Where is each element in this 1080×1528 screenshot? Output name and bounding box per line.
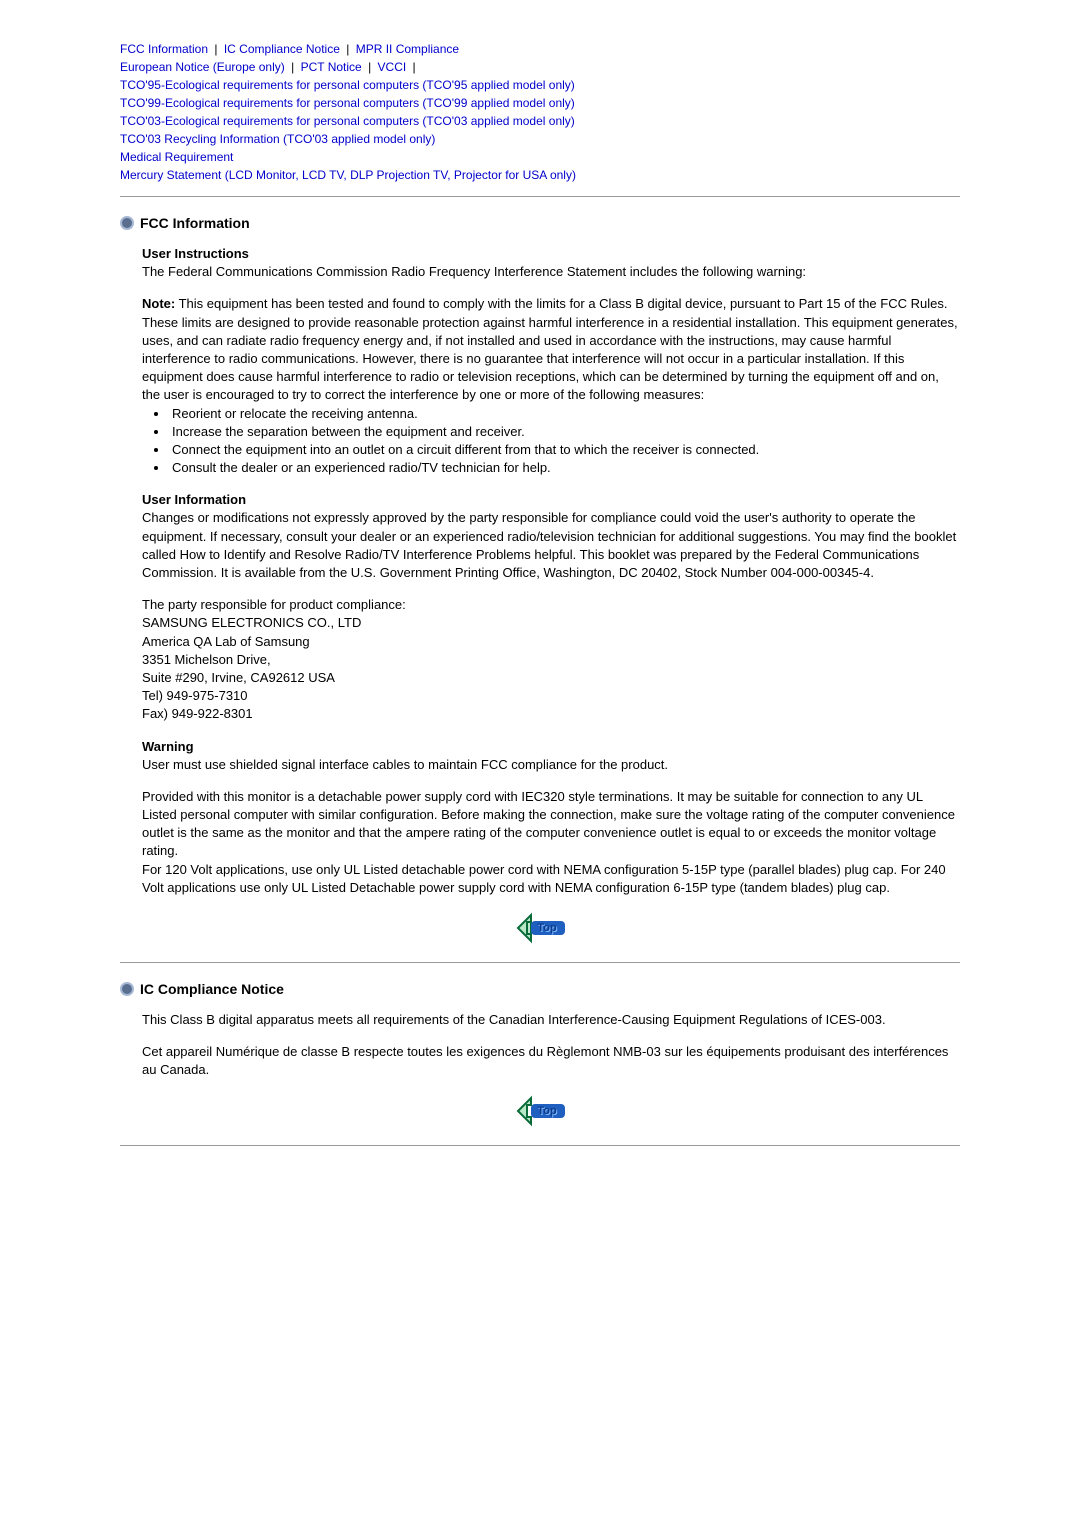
user-information-text: Changes or modifications not expressly a…	[142, 509, 960, 582]
compliance-line: 3351 Michelson Drive,	[142, 652, 271, 667]
list-item: Consult the dealer or an experienced rad…	[154, 459, 960, 477]
nav-separator: |	[368, 60, 371, 74]
fcc-heading: FCC Information	[120, 215, 960, 231]
nav-separator: |	[291, 60, 294, 74]
nav-link-mercury[interactable]: Mercury Statement (LCD Monitor, LCD TV, …	[120, 168, 576, 182]
nav-link-medical[interactable]: Medical Requirement	[120, 150, 233, 164]
note-label: Note:	[142, 296, 175, 311]
ic-paragraph-1: This Class B digital apparatus meets all…	[142, 1011, 960, 1029]
top-icon: Top Top	[512, 1094, 568, 1128]
bullet-icon	[120, 982, 134, 996]
note-text: This equipment has been tested and found…	[142, 296, 958, 402]
nav-link-tco03-recycling[interactable]: TCO'03 Recycling Information (TCO'03 app…	[120, 132, 435, 146]
nav-link-tco03[interactable]: TCO'03-Ecological requirements for perso…	[120, 114, 575, 128]
compliance-line: SAMSUNG ELECTRONICS CO., LTD	[142, 615, 361, 630]
fcc-title: FCC Information	[140, 215, 250, 231]
divider	[120, 196, 960, 197]
bullet-icon	[120, 216, 134, 230]
anchor-nav: FCC Information | IC Compliance Notice |…	[120, 40, 960, 184]
list-item: Increase the separation between the equi…	[154, 423, 960, 441]
list-item: Reorient or relocate the receiving anten…	[154, 405, 960, 423]
warning-line1: User must use shielded signal interface …	[142, 756, 960, 774]
nav-link-mpr[interactable]: MPR II Compliance	[356, 42, 459, 56]
note-paragraph: Note: This equipment has been tested and…	[142, 295, 960, 404]
warning-title: Warning	[142, 738, 960, 756]
svg-text:Top: Top	[537, 922, 557, 934]
nav-link-pct[interactable]: PCT Notice	[301, 60, 362, 74]
nav-link-vcci[interactable]: VCCI	[378, 60, 407, 74]
ic-heading: IC Compliance Notice	[120, 981, 960, 997]
compliance-line: America QA Lab of Samsung	[142, 634, 310, 649]
compliance-line: Suite #290, Irvine, CA92612 USA	[142, 670, 335, 685]
nav-separator: |	[214, 42, 217, 56]
list-item: Connect the equipment into an outlet on …	[154, 441, 960, 459]
compliance-line: Fax) 949-922-8301	[142, 706, 253, 721]
top-icon: Top Top	[512, 911, 568, 945]
nav-link-tco95[interactable]: TCO'95-Ecological requirements for perso…	[120, 78, 575, 92]
divider	[120, 1145, 960, 1146]
nav-link-european[interactable]: European Notice (Europe only)	[120, 60, 285, 74]
back-to-top[interactable]: Top Top	[120, 911, 960, 948]
nav-link-fcc[interactable]: FCC Information	[120, 42, 208, 56]
compliance-line: Tel) 949-975-7310	[142, 688, 248, 703]
ic-section: IC Compliance Notice This Class B digita…	[120, 981, 960, 1131]
ic-title: IC Compliance Notice	[140, 981, 284, 997]
divider	[120, 962, 960, 963]
compliance-intro: The party responsible for product compli…	[142, 597, 406, 612]
nav-row-2: European Notice (Europe only) | PCT Noti…	[120, 58, 960, 76]
user-instructions-intro: The Federal Communications Commission Ra…	[142, 263, 960, 281]
warning-p3: For 120 Volt applications, use only UL L…	[142, 861, 960, 897]
ic-paragraph-2: Cet appareil Numérique de classe B respe…	[142, 1043, 960, 1079]
nav-link-tco99[interactable]: TCO'99-Ecological requirements for perso…	[120, 96, 575, 110]
back-to-top[interactable]: Top Top	[120, 1094, 960, 1131]
compliance-block: The party responsible for product compli…	[142, 596, 960, 723]
nav-row-1: FCC Information | IC Compliance Notice |…	[120, 40, 960, 58]
warning-p2: Provided with this monitor is a detachab…	[142, 788, 960, 861]
nav-separator: |	[413, 60, 416, 74]
measures-list: Reorient or relocate the receiving anten…	[142, 405, 960, 478]
user-instructions-title: User Instructions	[142, 245, 960, 263]
svg-text:Top: Top	[537, 1105, 557, 1117]
fcc-section: FCC Information User Instructions The Fe…	[120, 215, 960, 948]
user-information-title: User Information	[142, 491, 960, 509]
nav-separator: |	[346, 42, 349, 56]
nav-link-ic[interactable]: IC Compliance Notice	[224, 42, 340, 56]
